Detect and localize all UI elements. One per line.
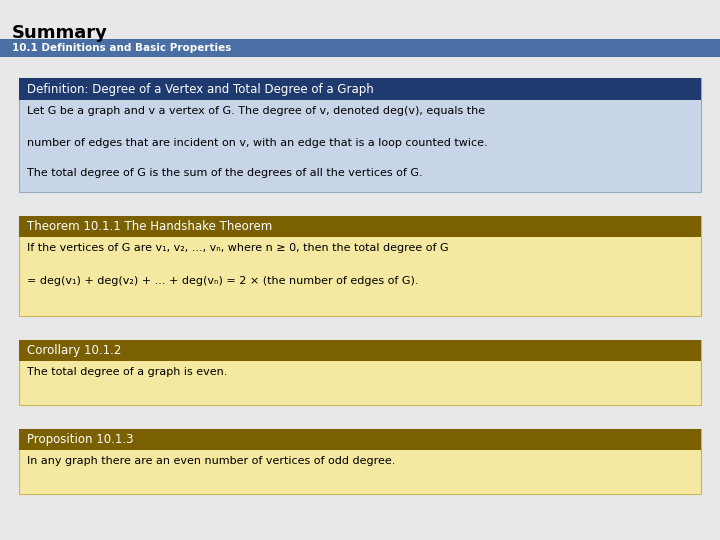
Text: Corollary 10.1.2: Corollary 10.1.2 (27, 344, 122, 357)
Text: = deg(v₁) + deg(v₂) + ... + deg(vₙ) = 2 × (the number of edges of G).: = deg(v₁) + deg(v₂) + ... + deg(vₙ) = 2 … (27, 276, 419, 287)
Bar (19, 216, 701, 237)
Text: The total degree of a graph is even.: The total degree of a graph is even. (27, 367, 228, 377)
Text: Summary: Summary (12, 24, 107, 42)
Text: Let G be a graph and v a vertex of G. The degree of v, denoted deg(v), equals th: Let G be a graph and v a vertex of G. Th… (27, 106, 485, 117)
Bar (0, 39, 720, 57)
Text: Theorem 10.1.1 The Handshake Theorem: Theorem 10.1.1 The Handshake Theorem (27, 220, 273, 233)
Text: In any graph there are an even number of vertices of odd degree.: In any graph there are an even number of… (27, 456, 396, 467)
Bar (19, 340, 701, 361)
Text: Proposition 10.1.3: Proposition 10.1.3 (27, 433, 134, 446)
Text: If the vertices of G are v₁, v₂, ..., vₙ, where n ≥ 0, then the total degree of : If the vertices of G are v₁, v₂, ..., vₙ… (27, 243, 449, 253)
Text: Definition: Degree of a Vertex and Total Degree of a Graph: Definition: Degree of a Vertex and Total… (27, 83, 374, 96)
Text: The total degree of G is the sum of the degrees of all the vertices of G.: The total degree of G is the sum of the … (27, 168, 423, 179)
Text: number of edges that are incident on v, with an edge that is a loop counted twic: number of edges that are incident on v, … (27, 138, 488, 148)
Bar (19, 216, 701, 316)
Text: 10.1 Definitions and Basic Properties: 10.1 Definitions and Basic Properties (12, 43, 231, 53)
Bar (19, 78, 701, 100)
Bar (19, 429, 701, 494)
Bar (19, 78, 701, 192)
Bar (19, 340, 701, 405)
Bar (19, 429, 701, 450)
